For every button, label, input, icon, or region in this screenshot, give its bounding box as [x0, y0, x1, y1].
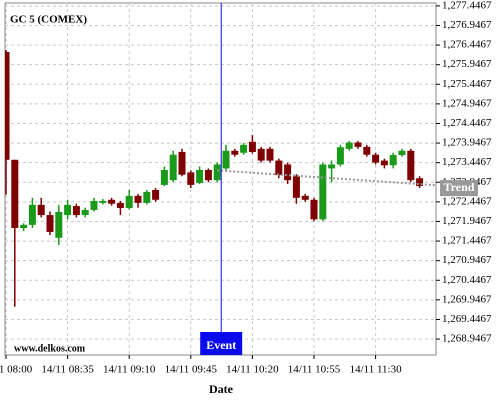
candle-body [231, 150, 239, 155]
candle-body [416, 178, 424, 187]
x-tick-label: 14/11 10:55 [288, 364, 341, 376]
x-axis-label: Date [209, 382, 234, 396]
y-tick-label: 1,271.4467 [442, 235, 492, 247]
candle-body [372, 154, 380, 163]
x-tick-label: 14/11 08:00 [0, 364, 33, 376]
event-box [200, 332, 243, 355]
y-tick-label: 1,274.9467 [442, 97, 492, 109]
y-tick-label: 1,270.9467 [442, 254, 492, 266]
candle-body [248, 141, 256, 152]
candle-body [336, 147, 344, 165]
candle-body [116, 202, 124, 209]
candle-body [328, 164, 336, 169]
candle-body [11, 159, 19, 228]
candle-body [178, 151, 186, 175]
trend-label: Trend [444, 180, 475, 194]
candle-body [407, 150, 415, 181]
candle-body [196, 169, 204, 183]
candle-body [204, 169, 212, 181]
candle-body [310, 199, 318, 220]
candle-body [363, 146, 371, 155]
candle-body [257, 148, 265, 161]
candle-body [90, 200, 98, 210]
candle-body [28, 204, 36, 225]
y-tick-label: 1,272.4467 [442, 195, 492, 207]
candle-body [319, 164, 327, 220]
y-tick-label: 1,270.4467 [442, 274, 492, 286]
x-tick-label: 14/11 11:30 [350, 364, 403, 376]
y-tick-label: 1,274.4467 [442, 117, 492, 129]
candle-body [99, 200, 107, 203]
candle-body [266, 148, 274, 161]
candle-body [72, 206, 80, 216]
y-tick-label: 1,276.4467 [442, 39, 492, 51]
candle-body [125, 195, 133, 209]
candle-body [46, 215, 54, 232]
plot [5, 3, 436, 355]
candle-body [55, 211, 63, 238]
candle-body [345, 142, 353, 149]
candle-body [398, 150, 406, 156]
y-tick-label: 1,275.9467 [442, 58, 492, 70]
candle-body [389, 155, 397, 166]
y-tick-label: 1,271.9467 [442, 215, 492, 227]
y-tick-label: 1,269.4467 [442, 313, 492, 325]
chart-title: GC 5 (COMEX) [10, 14, 87, 26]
candle-body [213, 164, 221, 181]
candle-body [222, 150, 230, 169]
candle-body [152, 189, 160, 200]
trend-line [217, 169, 436, 187]
x-tick-label: 14/11 09:45 [165, 364, 218, 376]
candle-body [240, 144, 248, 153]
candle-body [169, 154, 177, 181]
candle-body [284, 164, 292, 181]
candle-body [187, 172, 195, 185]
candle-body [5, 51, 10, 160]
candle-body [134, 195, 142, 203]
y-tick-label: 1,276.9467 [442, 19, 492, 31]
candle-body [20, 224, 28, 228]
y-tick-label: 1,273.4467 [442, 156, 492, 168]
x-tick-label: 14/11 10:20 [226, 364, 279, 376]
x-tick-label: 14/11 08:35 [41, 364, 94, 376]
event-label: Event [206, 338, 236, 352]
x-tick-label: 14/11 09:10 [103, 364, 156, 376]
candle-body [301, 195, 309, 200]
y-tick-label: 1,268.9467 [442, 333, 492, 345]
trend-label-box [440, 180, 478, 197]
candle-body [160, 169, 168, 185]
y-tick-label: 1,269.9467 [442, 293, 492, 305]
y-tick-label: 1,273.9467 [442, 137, 492, 149]
watermark: www.delkos.com [14, 343, 86, 354]
candle-body [380, 160, 388, 166]
candle-body [354, 142, 362, 147]
candle-body [108, 199, 116, 204]
candle-body [275, 160, 283, 176]
candle-body [143, 191, 151, 203]
x-labels: 14/11 08:00 14/11 08:35 14/11 09:10 14/11 0… [0, 364, 402, 376]
candle-body [81, 209, 89, 216]
y-tick-label: 1,275.4467 [442, 78, 492, 90]
y-tick-label: 1,277.4467 [442, 0, 492, 11]
candle-body [37, 204, 45, 216]
candle-body [64, 204, 72, 216]
candle-body [292, 176, 300, 198]
